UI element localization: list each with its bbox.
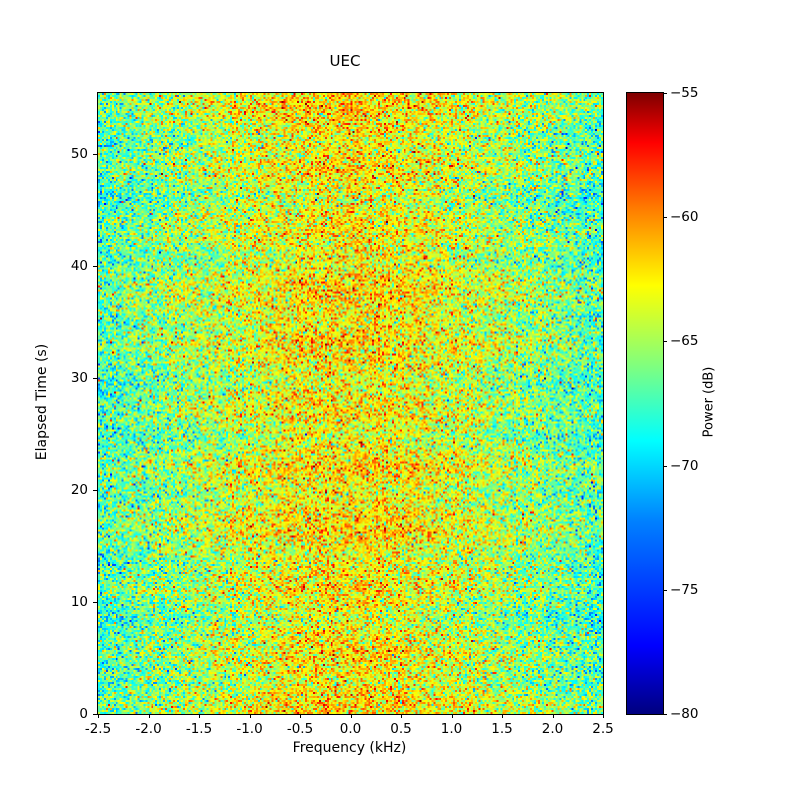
colorbar-tick-mark bbox=[663, 217, 667, 219]
x-tick-mark bbox=[98, 714, 99, 718]
spectrogram-image bbox=[98, 93, 603, 714]
y-axis-label: Elapsed Time (s) bbox=[34, 343, 50, 461]
colorbar-tick-label: −55 bbox=[670, 85, 699, 101]
colorbar-tick-label: −80 bbox=[670, 706, 699, 722]
x-tick-label: -2.0 bbox=[135, 721, 162, 737]
x-tick-label: -0.5 bbox=[286, 721, 314, 737]
y-tick-label: 40 bbox=[70, 257, 88, 274]
y-tick-mark bbox=[93, 377, 97, 379]
y-tick-label: 0 bbox=[79, 706, 88, 722]
y-tick-mark bbox=[93, 714, 97, 715]
title-line-station: UEC bbox=[329, 52, 361, 70]
y-tick-label: 20 bbox=[70, 481, 88, 498]
x-tick-mark bbox=[350, 714, 352, 718]
x-tick-label: 1.5 bbox=[491, 721, 513, 737]
x-tick-mark bbox=[300, 714, 301, 718]
y-tick-mark bbox=[93, 601, 97, 603]
colorbar-tick-label: −70 bbox=[670, 457, 699, 474]
colorbar-tick-mark bbox=[663, 589, 667, 591]
x-tick-label: 1.0 bbox=[440, 721, 463, 737]
colorbar-tick-mark bbox=[663, 714, 667, 715]
x-tick-label: 0.0 bbox=[339, 721, 362, 737]
colorbar-gradient bbox=[627, 93, 663, 714]
x-tick-mark bbox=[451, 714, 453, 718]
y-tick-mark bbox=[93, 489, 97, 491]
y-tick-mark bbox=[93, 265, 97, 267]
x-tick-mark bbox=[199, 714, 200, 718]
x-tick-mark bbox=[401, 714, 402, 718]
y-tick-label: 10 bbox=[70, 593, 88, 610]
colorbar-tick-mark bbox=[663, 93, 667, 94]
x-tick-label: -2.5 bbox=[84, 721, 112, 737]
colorbar-tick-label: −65 bbox=[670, 333, 699, 350]
x-tick-label: 2.5 bbox=[592, 721, 614, 737]
x-tick-label: -1.0 bbox=[236, 721, 263, 737]
colorbar-tick-label: −60 bbox=[670, 209, 699, 226]
colorbar-tick-mark bbox=[663, 465, 667, 467]
spectrogram-plot-area bbox=[97, 92, 604, 715]
x-tick-mark bbox=[502, 714, 503, 718]
y-tick-mark bbox=[93, 153, 97, 155]
x-tick-label: 2.0 bbox=[541, 721, 564, 737]
colorbar-tick-mark bbox=[663, 341, 667, 343]
x-tick-mark bbox=[552, 714, 554, 718]
y-tick-label: 50 bbox=[70, 145, 88, 162]
colorbar-tick-label: −75 bbox=[670, 581, 699, 598]
x-tick-mark bbox=[148, 714, 150, 718]
x-axis-label: Frequency (kHz) bbox=[292, 740, 407, 756]
y-tick-label: 30 bbox=[70, 369, 88, 386]
colorbar-label: Power (dB) bbox=[701, 366, 717, 438]
x-tick-label: -1.5 bbox=[185, 721, 213, 737]
colorbar bbox=[626, 92, 664, 715]
x-tick-label: 0.5 bbox=[390, 721, 412, 737]
x-tick-mark bbox=[603, 714, 604, 718]
x-tick-mark bbox=[249, 714, 251, 718]
